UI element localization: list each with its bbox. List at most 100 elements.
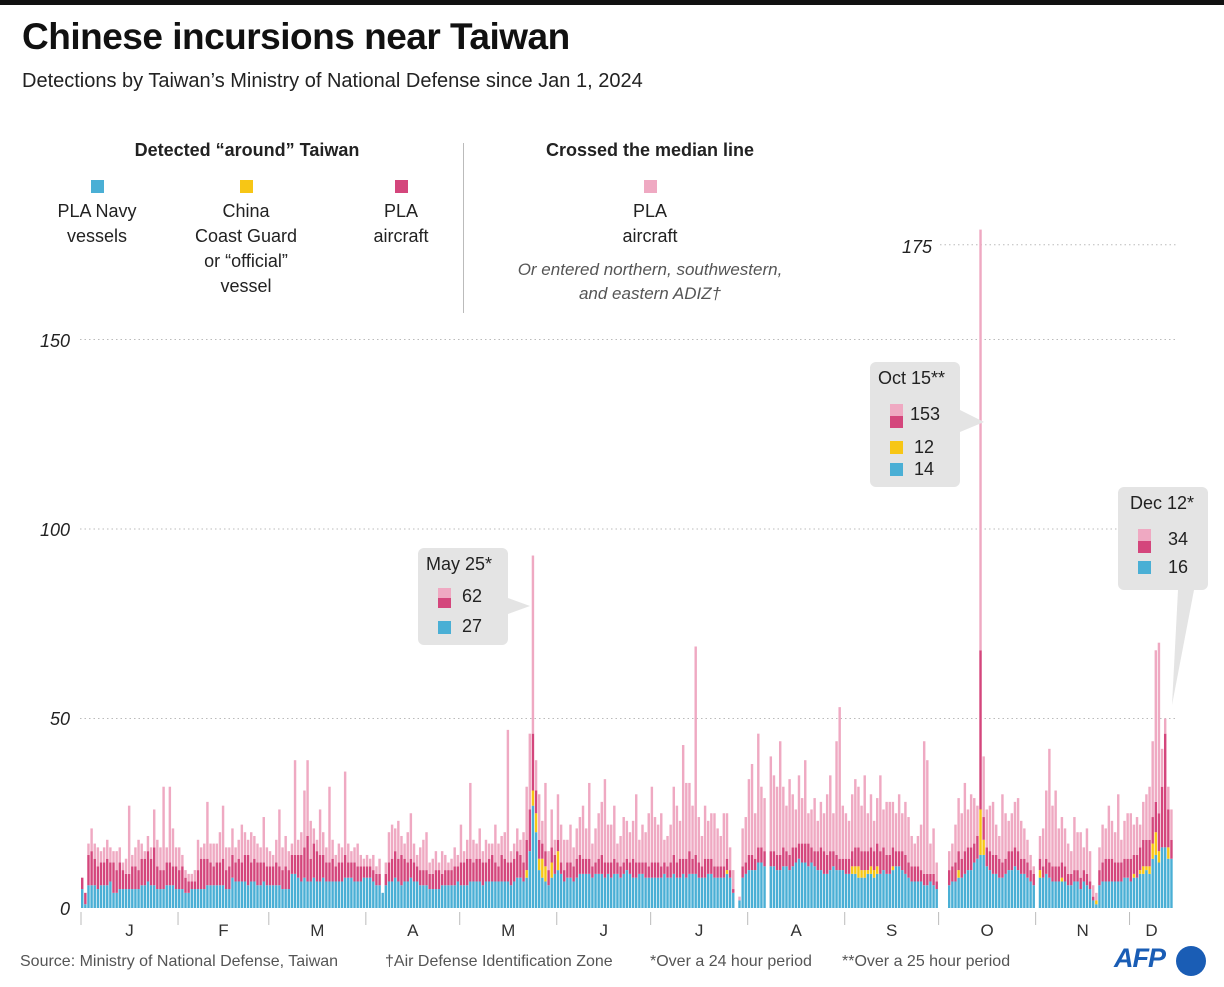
bar-aircraft-median [206,801,209,859]
bar-aircraft-median [541,820,544,844]
bar-aircraft-around [1148,839,1151,867]
bar-navy [531,805,535,908]
bar-aircraft-around [688,851,691,874]
legend-label: vessels [66,226,128,246]
bar-navy [296,877,300,908]
bar-coast-guard [1148,866,1151,874]
bar-aircraft-median [503,832,506,859]
bar-navy [932,885,935,908]
bar-navy [325,881,328,908]
bar-aircraft-around [973,843,976,863]
bar-aircraft-median [753,813,757,859]
bar-aircraft-around [456,866,460,882]
bar-navy [572,881,575,908]
bar-navy [1029,881,1032,908]
bar-aircraft-around [825,854,829,874]
bar-aircraft-median [1135,817,1139,855]
bar-navy [760,862,763,908]
bar-aircraft-around [841,858,845,871]
bar-aircraft-around [262,862,265,882]
bar-aircraft-median [797,775,801,844]
legend-group-median: Crossed the median line [545,140,755,160]
bar-aircraft-around [109,862,112,882]
bar-navy [872,877,876,908]
bar-navy [747,870,751,908]
bar-aircraft-median [268,851,272,867]
bar-aircraft-around [525,839,528,871]
bar-aircraft-around [343,854,347,878]
bar-aircraft-around [647,866,650,878]
bar-aircraft-around [1142,839,1145,867]
bar-navy [378,885,381,908]
bar-navy [397,881,400,908]
bar-navy [1126,877,1129,908]
bar-aircraft-median [1076,832,1079,871]
bar-aircraft-median [1101,824,1104,863]
bar-aircraft-around [613,858,616,874]
bar-navy [1148,873,1151,908]
bar-aircraft-median [256,843,259,863]
bar-aircraft-around [472,862,475,882]
bar-aircraft-around [240,862,244,882]
bar-aircraft-around [118,862,121,890]
bar-aircraft-median [1095,892,1098,901]
bar-aircraft-around [221,858,225,886]
bar-aircraft-around [278,866,281,886]
bar-aircraft-median [469,782,472,859]
bar-aircraft-median [243,832,247,855]
bar-aircraft-around [1026,862,1029,878]
bar-aircraft-around [656,862,660,878]
bar-aircraft-median [1045,790,1048,859]
bar-aircraft-median [462,851,466,863]
bar-aircraft-around [487,858,491,882]
bar-aircraft-median [372,854,375,871]
bar-navy [838,870,841,908]
bar-navy [234,881,237,908]
bar-navy [588,873,591,908]
legend-label: PLA [383,201,419,221]
bar-aircraft-around [140,858,143,886]
bar-navy [691,873,694,908]
bar-aircraft-median [575,828,578,859]
bar-coast-guard [982,839,985,855]
bar-aircraft-median [819,801,823,848]
bar-aircraft-around [559,862,563,874]
bar-aircraft-around [143,858,147,886]
bar-navy [869,873,873,908]
bar-aircraft-median [181,854,184,867]
bar-navy [644,877,647,908]
bar-aircraft-around [882,847,885,871]
bar-navy [885,873,888,908]
bar-navy [453,885,456,908]
bar-aircraft-around [281,870,284,890]
bar-navy [1151,858,1154,908]
bar-aircraft-around [969,847,973,871]
bar-aircraft-around [519,854,522,878]
bar-aircraft-median [456,854,460,867]
bar-aircraft-median [400,835,403,855]
month-label: J [695,921,704,940]
bar-aircraft-around [904,854,907,874]
bar-aircraft-around [1120,862,1123,882]
adiz-footnote: †Air Defense Identification Zone [385,953,613,970]
bar-navy [156,889,159,908]
bar-coast-guard [1060,877,1064,882]
bar-aircraft-around [93,858,96,886]
bar-aircraft-median [969,794,973,848]
bar-aircraft-around [528,809,532,852]
bar-navy [866,873,870,908]
bar-navy [212,885,215,908]
bar-aircraft-around [422,870,425,886]
bar-aircraft-median [578,817,582,855]
bar-navy [387,881,391,908]
bar-navy [916,881,920,908]
bar-coast-guard [1138,870,1142,874]
bar-navy [738,900,741,908]
bar-aircraft-around [1029,870,1032,882]
bar-aircraft-median [919,824,923,871]
bar-aircraft-median [1163,718,1167,734]
bar-aircraft-median [497,843,500,867]
bar-aircraft-around [635,862,638,878]
top-rule [0,0,1224,5]
bar-aircraft-around [907,862,910,878]
